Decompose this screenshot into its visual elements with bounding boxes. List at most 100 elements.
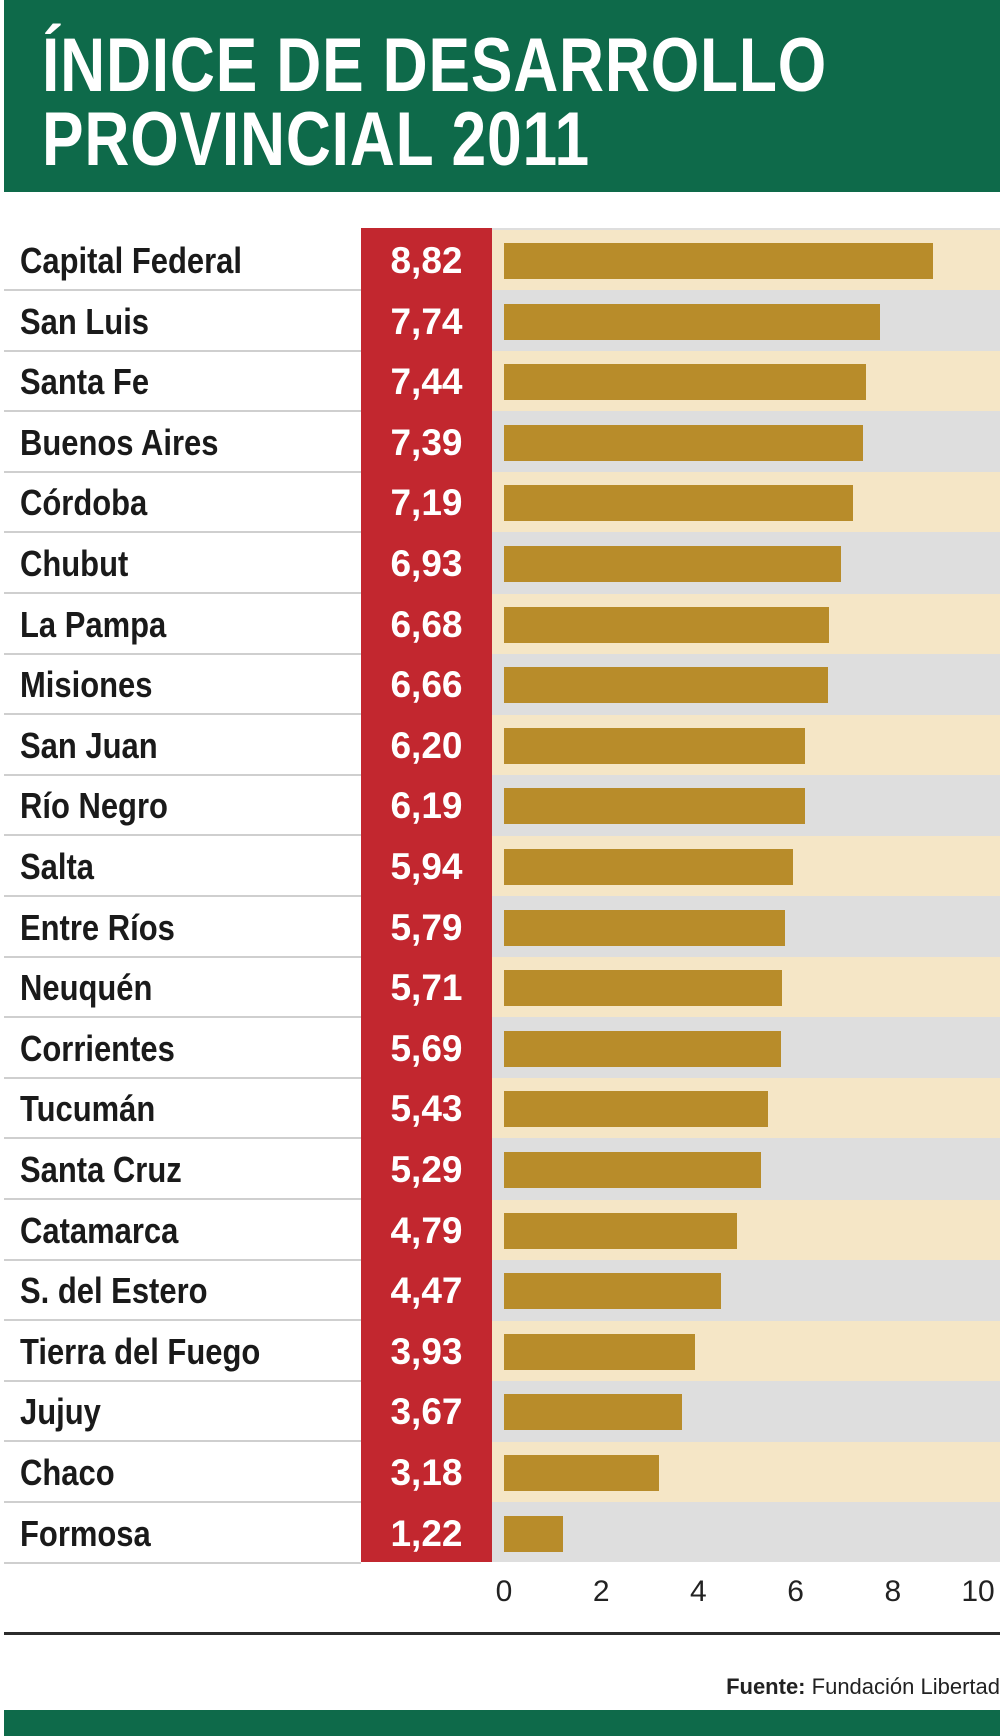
category-label: Neuquén	[20, 967, 153, 1009]
row-divider	[4, 713, 361, 716]
row-divider	[4, 1137, 361, 1140]
row-divider	[4, 834, 361, 837]
bar	[504, 1333, 695, 1370]
category-label: Córdoba	[20, 482, 148, 524]
category-label: Tierra del Fuego	[20, 1330, 261, 1372]
category-label: Chubut	[20, 543, 129, 584]
row-divider	[4, 1258, 361, 1261]
category-label: Catamarca	[20, 1209, 179, 1251]
footer-bar	[4, 1710, 1000, 1736]
value-label: 8,82	[390, 240, 463, 281]
value-label: 6,20	[390, 724, 463, 766]
value-label: 7,74	[390, 300, 463, 342]
bar	[504, 1152, 761, 1188]
value-label: 3,93	[390, 1330, 463, 1372]
bar	[504, 1515, 563, 1552]
row-divider	[4, 1016, 361, 1019]
row-divider	[4, 1319, 361, 1322]
category-label: Tucumán	[20, 1088, 156, 1130]
source-text: Fundación Libertad	[811, 1674, 1000, 1699]
x-tick-label: 10	[961, 1575, 995, 1608]
bar	[504, 1394, 682, 1431]
value-label: 6,68	[390, 603, 463, 645]
category-label: Salta	[20, 846, 95, 887]
header-banner: ÍNDICE DE DESARROLLO PROVINCIAL 2011	[4, 0, 1000, 192]
value-label: 6,66	[390, 664, 463, 706]
x-tick-label: 4	[690, 1575, 707, 1608]
bar	[504, 606, 829, 643]
category-label: Santa Cruz	[20, 1149, 182, 1190]
source-note: Fuente: Fundación Libertad	[726, 1674, 1000, 1700]
bar	[504, 303, 880, 340]
x-tick-label: 8	[884, 1575, 902, 1608]
category-label: La Pampa	[20, 603, 167, 645]
value-label: 5,79	[390, 906, 463, 948]
value-label: 4,79	[390, 1209, 463, 1251]
value-label: 7,19	[390, 482, 463, 524]
row-divider	[4, 895, 361, 897]
value-label: 5,71	[390, 967, 463, 1009]
bar	[504, 243, 933, 279]
bar	[504, 1455, 659, 1491]
value-label: 6,19	[390, 785, 463, 827]
category-label: Santa Fe	[20, 361, 150, 403]
row-divider	[4, 1501, 361, 1503]
bar	[504, 788, 805, 825]
category-label: Misiones	[20, 664, 153, 706]
row-divider	[4, 349, 361, 352]
row-divider	[4, 1561, 361, 1564]
bar	[504, 849, 793, 885]
bar	[504, 424, 863, 461]
row-divider	[4, 1198, 361, 1200]
value-label: 3,18	[390, 1452, 463, 1493]
category-label: Capital Federal	[20, 240, 242, 281]
bar	[504, 727, 805, 764]
bar	[504, 970, 782, 1007]
value-label: 4,47	[390, 1270, 463, 1312]
value-label: 7,44	[390, 361, 463, 403]
chart-title-line-2: PROVINCIAL 2011	[42, 97, 591, 182]
category-label: Corrientes	[20, 1027, 175, 1069]
value-label: 5,43	[390, 1088, 463, 1130]
row-divider	[4, 773, 361, 776]
row-divider	[4, 592, 361, 594]
category-label: Formosa	[20, 1512, 151, 1554]
row-divider	[4, 410, 361, 413]
category-label: Jujuy	[20, 1391, 101, 1433]
bar	[504, 1030, 781, 1067]
bar	[504, 546, 841, 582]
row-divider	[4, 955, 361, 958]
row-divider	[4, 1076, 361, 1079]
bar	[504, 667, 828, 704]
category-label: S. del Estero	[20, 1270, 208, 1312]
row-divider	[4, 1379, 361, 1382]
row-divider	[4, 652, 361, 655]
category-label: Entre Ríos	[20, 906, 175, 948]
bar	[504, 909, 785, 946]
category-label: San Juan	[20, 724, 158, 766]
bar	[504, 485, 853, 522]
axis-baseline	[4, 1632, 1000, 1635]
bar	[504, 1091, 768, 1128]
value-label: 7,39	[390, 421, 463, 463]
category-label: San Luis	[20, 300, 150, 342]
value-label: 5,69	[390, 1027, 463, 1069]
x-tick-label: 2	[592, 1575, 610, 1608]
value-label: 3,67	[390, 1391, 463, 1433]
bar	[504, 1212, 737, 1249]
category-label: Río Negro	[20, 785, 168, 827]
category-label: Buenos Aires	[20, 421, 219, 463]
x-tick-label: 6	[787, 1575, 804, 1608]
bar	[504, 1273, 721, 1310]
bar	[504, 364, 866, 401]
row-divider	[4, 470, 361, 473]
source-label: Fuente:	[726, 1674, 806, 1699]
value-label: 5,29	[390, 1149, 463, 1190]
category-label: Chaco	[20, 1452, 115, 1493]
x-tick-label: 0	[495, 1575, 513, 1608]
value-column	[361, 228, 492, 1562]
row-divider	[4, 531, 361, 534]
row-divider	[4, 289, 361, 291]
value-label: 1,22	[390, 1512, 463, 1554]
chart-title-line-1: ÍNDICE DE DESARROLLO	[42, 23, 828, 108]
